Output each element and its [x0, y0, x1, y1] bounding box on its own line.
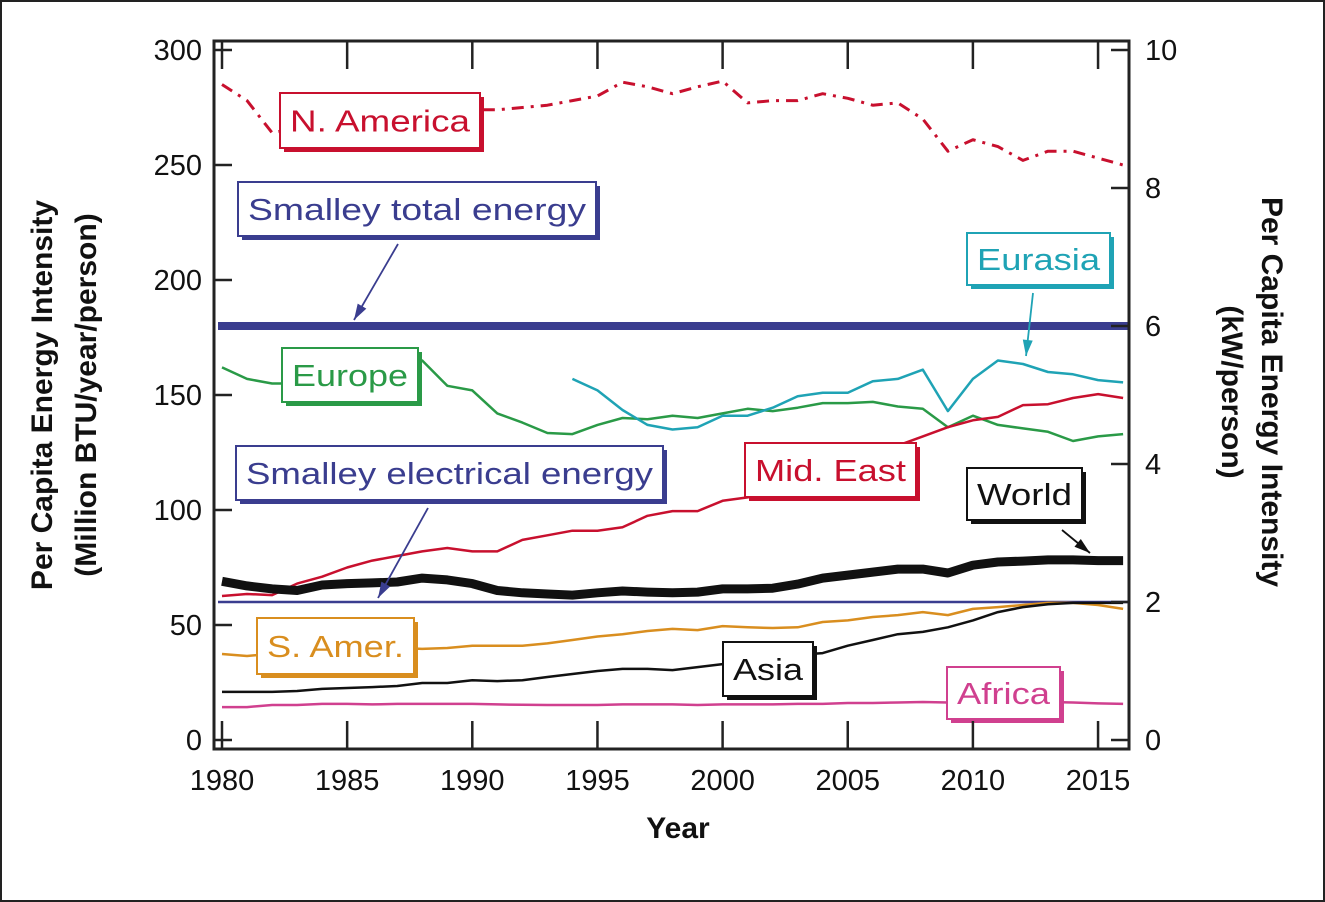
right-y-tick-label: 10 [1145, 35, 1177, 67]
series-label-asia: Asia [722, 641, 817, 700]
label-box [722, 641, 814, 697]
label-text: N. America [290, 104, 471, 139]
label-arrow-line [377, 507, 429, 599]
arrowhead-icon [378, 581, 391, 598]
y-tick-label: 100 [154, 495, 202, 527]
right-axis-title-line1: Per Capita Energy Intensity [1255, 197, 1288, 587]
x-tick-label: 1995 [565, 765, 630, 797]
y-tick-label: 250 [154, 150, 202, 182]
series-line-mid-east [221, 392, 1124, 598]
label-box [256, 617, 415, 675]
series-line-world [221, 555, 1124, 600]
label-text: World [977, 477, 1072, 512]
right-y-tick-label: 0 [1145, 725, 1161, 757]
y-tick-label: 200 [154, 265, 202, 297]
label-text: Smalley total energy [248, 192, 587, 227]
x-tick-label: 2005 [815, 765, 880, 797]
label-text: S. Amer. [267, 629, 404, 664]
right-y-tick-label: 4 [1145, 449, 1161, 481]
series-line-eurasia [571, 359, 1124, 431]
y-tick-label: 0 [186, 725, 202, 757]
series-label-europe: Europe [281, 347, 422, 406]
label-box [946, 666, 1061, 720]
series-layer [218, 79, 1128, 709]
series-label-mid-east: Mid. East [744, 442, 920, 501]
series-label-smalley-total-energy: Smalley total energy [237, 181, 600, 240]
arrowhead-icon [1074, 538, 1090, 553]
x-tick-label: 2000 [690, 765, 755, 797]
label-text: Mid. East [755, 453, 906, 488]
label-box [235, 445, 664, 501]
right-axis-title-line2: (kW/person) [1215, 305, 1248, 478]
y-tick-label: 50 [170, 610, 202, 642]
series-label-smalley-electrical-energy: Smalley electrical energy [235, 445, 667, 504]
label-layer: N. America Smalley total energy Eurasia Eur… [235, 92, 1114, 723]
x-axis-title: Year [646, 812, 710, 845]
arrowhead-icon [354, 303, 367, 320]
y-axis-title-line1: Per Capita Energy Intensity [26, 200, 59, 590]
label-text: Smalley electrical energy [246, 456, 654, 491]
axis-layer: 1980 1985 1990 1995 2000 2005 2010 201505010015… [154, 35, 1178, 797]
label-box [279, 92, 481, 149]
x-tick-label: 1985 [315, 765, 380, 797]
label-box [744, 442, 917, 498]
series-label-eurasia: Eurasia [966, 232, 1114, 289]
label-text: Asia [733, 652, 804, 687]
right-y-tick-label: 8 [1145, 173, 1161, 205]
label-box [237, 181, 597, 237]
x-tick-label: 2015 [1066, 765, 1131, 797]
series-line-asia [222, 601, 1124, 694]
series-label-africa: Africa [946, 666, 1064, 723]
label-box [281, 347, 419, 403]
y-axis-title-line2: (Million BTU/year/person) [70, 213, 103, 576]
series-label-world: World [966, 467, 1086, 524]
label-box [966, 232, 1111, 286]
x-tick-label: 1990 [440, 765, 505, 797]
label-text: Eurasia [977, 242, 1101, 277]
x-tick-label: 2010 [941, 765, 1006, 797]
x-tick-label: 1980 [190, 765, 255, 797]
arrowhead-icon [1022, 339, 1033, 356]
y-tick-label: 300 [154, 35, 202, 67]
series-label-s-amer: S. Amer. [256, 617, 418, 678]
label-text: Europe [292, 358, 408, 393]
y-tick-label: 150 [154, 380, 202, 412]
label-text: Africa [957, 676, 1051, 711]
label-box [966, 467, 1083, 521]
right-y-tick-label: 6 [1145, 311, 1161, 343]
right-y-tick-label: 2 [1145, 587, 1161, 619]
series-label-n-america: N. America [279, 92, 484, 152]
